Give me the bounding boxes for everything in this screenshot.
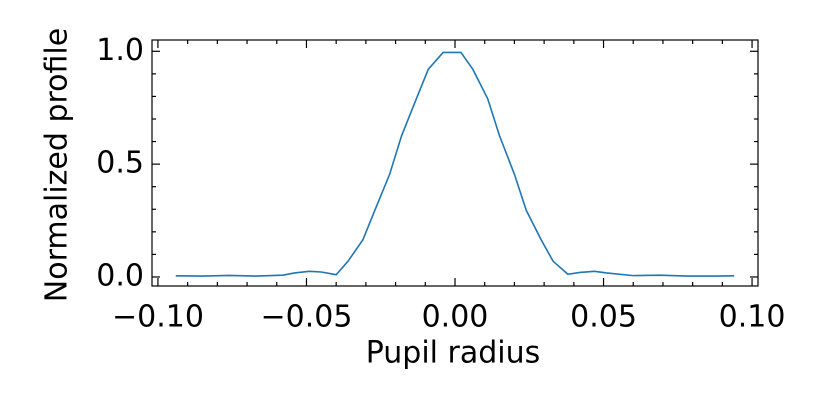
y-tick-label: 0.5 xyxy=(96,146,144,181)
plot-frame xyxy=(151,39,759,287)
y-tick-label: 0.0 xyxy=(96,258,144,293)
x-tick-label: 0.00 xyxy=(422,300,489,335)
x-tick-label: 0.10 xyxy=(719,300,786,335)
x-tick-label: 0.05 xyxy=(570,300,637,335)
data-line xyxy=(175,51,735,277)
y-axis-label: Normalized profile xyxy=(40,28,75,302)
x-axis-label: Pupil radius xyxy=(366,336,541,371)
y-tick-label: 1.0 xyxy=(96,33,144,68)
x-tick-label: −0.05 xyxy=(261,300,353,335)
x-tick-label: −0.10 xyxy=(112,300,204,335)
